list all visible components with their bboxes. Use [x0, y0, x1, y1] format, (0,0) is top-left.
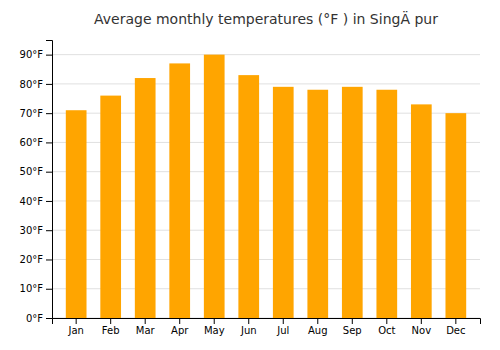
x-tick-label: Nov [412, 325, 432, 336]
x-tick-mark [145, 318, 146, 324]
x-tick-label: Mar [136, 325, 156, 336]
bar [238, 75, 259, 318]
x-tick-mark [214, 318, 215, 324]
y-tick: 50°F [20, 166, 52, 177]
x-tick-mark [317, 318, 318, 324]
bar [273, 87, 294, 318]
x-tick: May [204, 318, 225, 336]
y-tick: 40°F [20, 196, 52, 207]
y-tick-mark [46, 259, 52, 260]
x-axis-line [53, 319, 481, 325]
grid [52, 55, 480, 318]
y-tick-label: 0°F [26, 313, 43, 324]
x-tick: Jan [67, 318, 83, 336]
x-tick: Oct [378, 318, 395, 336]
grid-line [52, 83, 480, 84]
y-tick: 60°F [20, 137, 52, 148]
x-tick-mark [76, 318, 77, 324]
y-tick: 20°F [20, 254, 52, 265]
y-tick-label: 20°F [20, 254, 44, 265]
bar [100, 96, 121, 318]
x-tick: Dec [446, 318, 465, 336]
y-tick-label: 90°F [20, 49, 44, 60]
x-tick-mark [248, 318, 249, 324]
x-tick-mark [179, 318, 180, 324]
chart-svg: 0°F 10°F 20°F 30°F 40°F 50°F 60°F 70°F 80°F 90°F J… [0, 0, 500, 350]
title: Average monthly temperatures (°F ) in Si… [94, 10, 438, 27]
y-tick-label: 80°F [20, 79, 44, 90]
y-tick-label: 70°F [20, 108, 44, 119]
x-tick-mark [421, 318, 422, 324]
bar [376, 90, 397, 318]
y-tick-label: 30°F [20, 225, 44, 236]
x-tick: Jun [240, 318, 257, 336]
y-tick: 10°F [20, 283, 52, 294]
chart-container: 0°F 10°F 20°F 30°F 40°F 50°F 60°F 70°F 80°F 90°F J… [0, 0, 500, 350]
x-tick-label: Feb [102, 325, 120, 336]
y-tick-mark [46, 172, 52, 173]
grid-line [52, 54, 480, 55]
bar [445, 113, 466, 318]
y-tick: 0°F [26, 313, 52, 324]
bar [66, 110, 87, 318]
bar [169, 63, 190, 318]
y-tick-label: 60°F [20, 137, 44, 148]
x-tick: Apr [171, 318, 189, 336]
x-tick: Nov [412, 318, 432, 336]
x-tick-label: Apr [171, 325, 189, 336]
bars [66, 55, 466, 318]
x-tick: Mar [136, 318, 156, 336]
x-tick-mark [455, 318, 456, 324]
y-axis: 0°F 10°F 20°F 30°F 40°F 50°F 60°F 70°F 80°F 90°F [20, 41, 53, 324]
x-tick-label: Oct [378, 325, 395, 336]
x-tick-label: May [204, 325, 225, 336]
bar [307, 90, 328, 318]
plot: 0°F 10°F 20°F 30°F 40°F 50°F 60°F 70°F 80°F 90°F J… [20, 41, 481, 337]
y-tick: 30°F [20, 225, 52, 236]
y-tick-mark [46, 113, 52, 114]
bar [204, 55, 225, 318]
bar [135, 78, 156, 318]
y-tick-label: 40°F [20, 196, 44, 207]
x-tick-label: Jun [240, 325, 257, 336]
bar [411, 104, 432, 318]
y-axis-line [46, 41, 53, 319]
x-tick-label: Sep [343, 325, 362, 336]
x-tick: Aug [308, 318, 328, 336]
y-tick-mark [46, 201, 52, 202]
y-tick-mark [46, 318, 52, 319]
x-tick: Feb [102, 318, 120, 336]
x-axis: Jan Feb Mar Apr May Jun Jul Aug Sep Oct Nov Dec [53, 318, 481, 336]
y-tick-mark [46, 55, 52, 56]
y-tick-mark [46, 230, 52, 231]
x-tick-mark [386, 318, 387, 324]
y-tick-mark [46, 84, 52, 85]
x-tick: Sep [343, 318, 362, 336]
y-tick: 70°F [20, 108, 52, 119]
x-tick-label: Jul [276, 325, 289, 336]
y-tick: 80°F [20, 79, 52, 90]
x-tick-mark [283, 318, 284, 324]
x-tick-mark [110, 318, 111, 324]
y-tick-mark [46, 289, 52, 290]
bar [342, 87, 363, 318]
y-tick: 90°F [20, 49, 52, 60]
y-tick-mark [46, 142, 52, 143]
x-tick-label: Aug [308, 325, 328, 336]
x-tick-label: Dec [446, 325, 465, 336]
x-tick-mark [352, 318, 353, 324]
y-tick-label: 10°F [20, 283, 44, 294]
y-tick-label: 50°F [20, 166, 44, 177]
x-tick: Jul [276, 318, 289, 336]
x-tick-label: Jan [67, 325, 83, 336]
